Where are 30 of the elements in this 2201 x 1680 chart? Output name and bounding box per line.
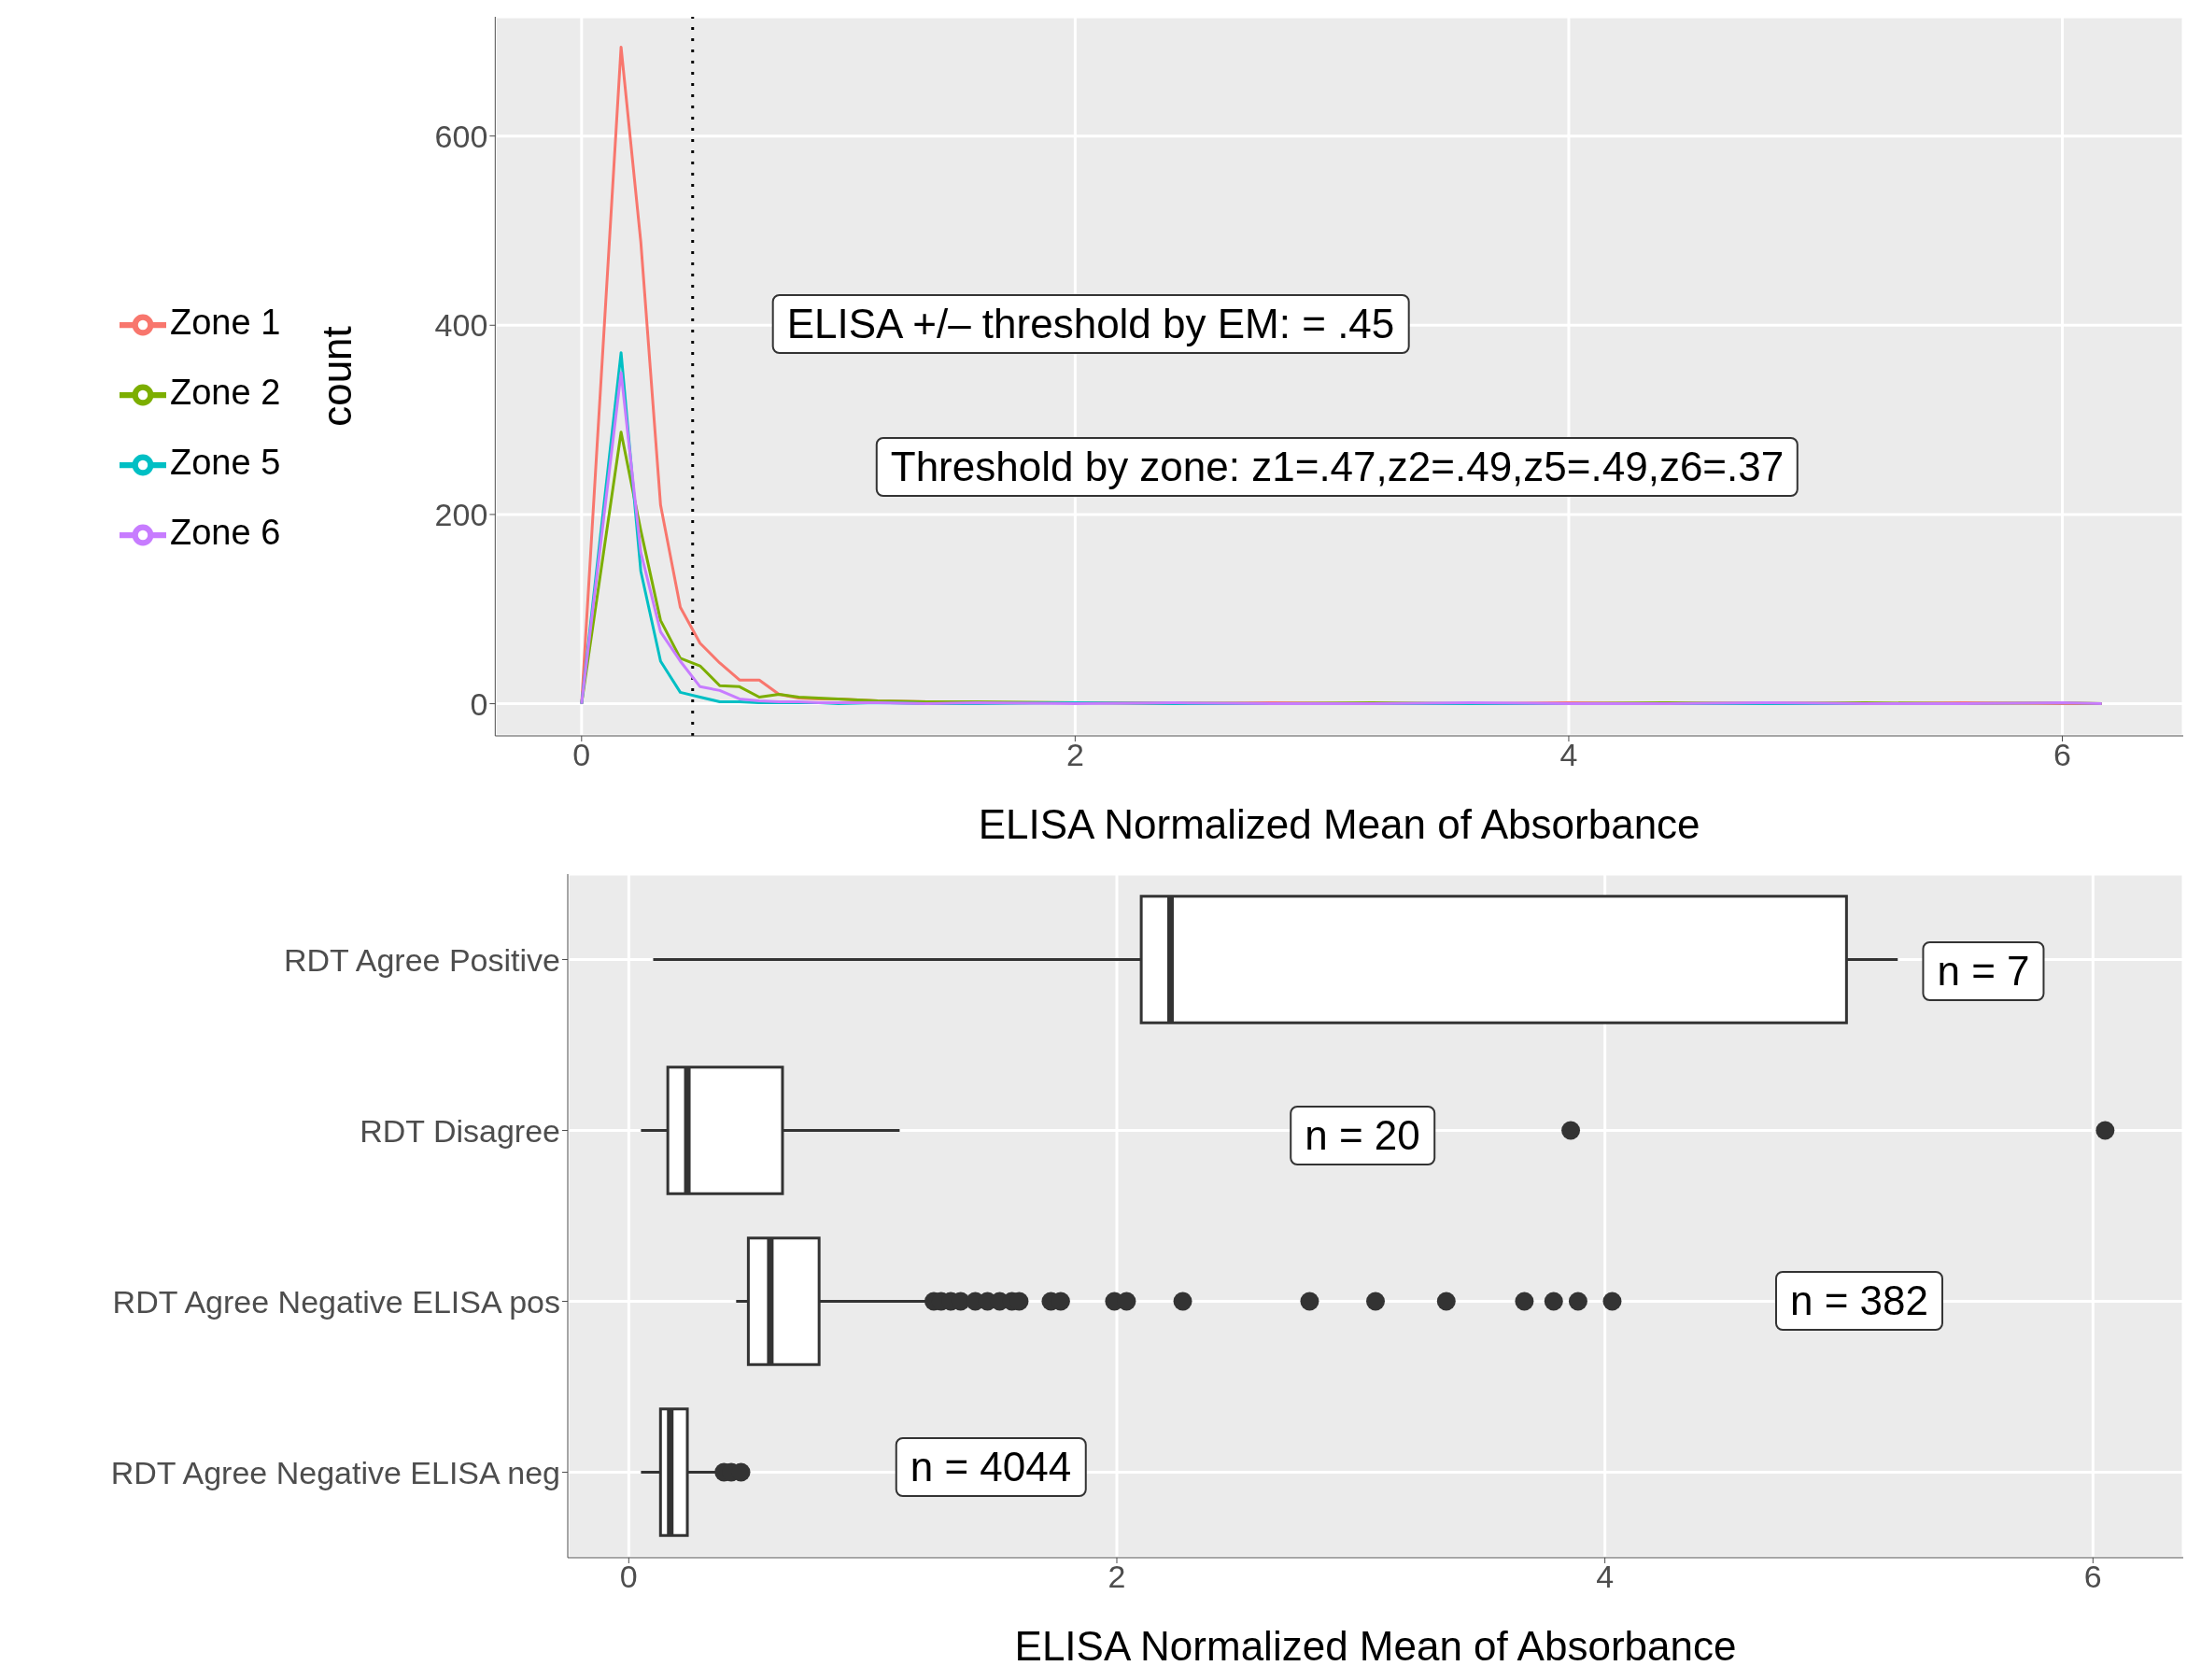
y-axis-title: count <box>313 326 360 427</box>
x-tick-label: 2 <box>1065 737 1084 773</box>
x-tick-label: 4 <box>1596 1559 1615 1595</box>
y-tick-label: RDT Agree Positive <box>283 941 560 978</box>
annotation: n = 4044 <box>895 1437 1087 1497</box>
x-tick-label: 6 <box>2083 1559 2102 1595</box>
annotation: Threshold by zone: z1=.47,z2=.49,z5=.49,z6=.37 <box>875 437 1799 497</box>
y-tick-label: RDT Agree Negative ELISA neg <box>110 1454 560 1490</box>
line-series <box>580 371 2104 706</box>
x-axis-title: ELISA Normalized Mean of Absorbance <box>978 801 1700 847</box>
x-tick-label: 2 <box>1108 1559 1126 1595</box>
legend-label: Zone 1 <box>170 303 281 342</box>
y-tick-label: 0 <box>470 685 488 722</box>
x-tick-label: 6 <box>2053 737 2071 773</box>
x-tick-label: 0 <box>572 737 591 773</box>
x-axis-title: ELISA Normalized Mean of Absorbance <box>1014 1623 1737 1669</box>
annotation: ELISA +/– threshold by EM: = .45 <box>771 294 1410 354</box>
y-tick-label: RDT Disagree <box>360 1112 560 1149</box>
annotation: n = 20 <box>1290 1106 1435 1165</box>
annotation: n = 7 <box>1922 941 2045 1001</box>
annotation: n = 382 <box>1774 1271 1944 1331</box>
y-tick-label: 400 <box>434 307 488 344</box>
legend-label: Zone 2 <box>170 373 281 412</box>
x-tick-label: 0 <box>619 1559 638 1595</box>
y-tick-label: 600 <box>434 118 488 154</box>
legend-label: Zone 5 <box>170 443 281 482</box>
x-tick-label: 4 <box>1559 737 1578 773</box>
legend-label: Zone 6 <box>170 513 281 552</box>
y-tick-label: RDT Agree Negative ELISA pos <box>112 1283 560 1320</box>
y-tick-label: 200 <box>434 496 488 532</box>
